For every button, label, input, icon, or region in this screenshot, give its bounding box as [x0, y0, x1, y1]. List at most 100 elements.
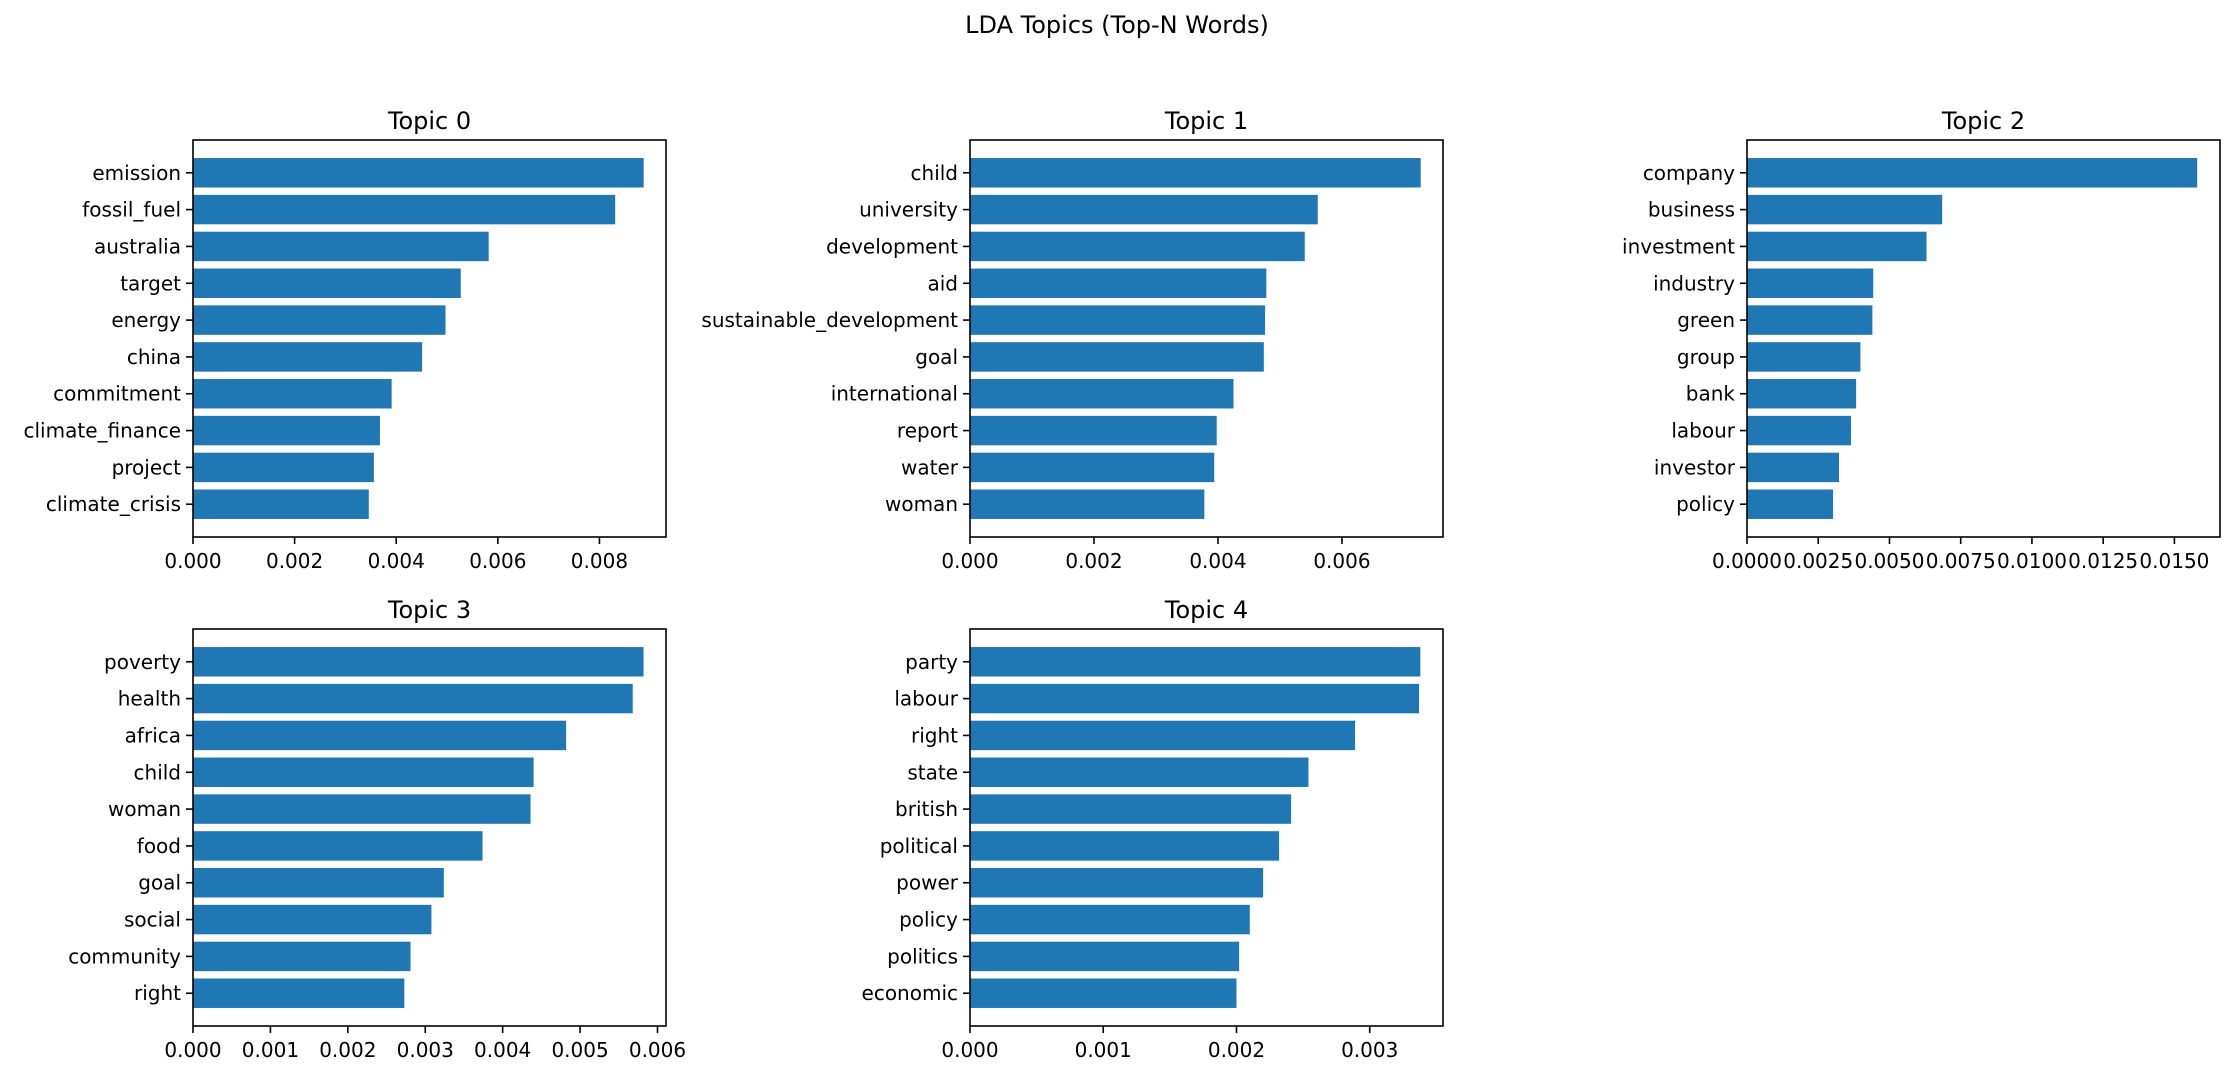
x-tick-label: 0.003: [397, 1038, 454, 1062]
y-tick-label: economic: [862, 981, 958, 1005]
bar-politics: [970, 941, 1240, 972]
x-tick-label: 0.003: [1341, 1038, 1398, 1062]
y-tick-label: sustainable_development: [701, 308, 958, 332]
y-tick-label: political: [880, 834, 958, 858]
y-tick-label: report: [897, 419, 958, 443]
bar-climate-crisis: [193, 489, 369, 519]
bar-business: [1747, 194, 1943, 225]
y-tick-label: development: [826, 234, 958, 258]
bar-policy: [970, 904, 1250, 935]
bar-child: [970, 158, 1421, 188]
bar-energy: [193, 305, 446, 335]
y-tick-label: british: [895, 797, 958, 821]
subplot-title: Topic 4: [1164, 596, 1248, 624]
subplot-title: Topic 2: [1941, 107, 2025, 135]
y-tick-label: policy: [899, 908, 958, 932]
x-tick-label: 0.002: [319, 1038, 376, 1062]
axes-frame: [969, 139, 1444, 538]
y-tick-label: investor: [1654, 455, 1736, 479]
y-tick-label: labour: [1671, 419, 1735, 443]
bar-investor: [1747, 452, 1840, 483]
bar-climate-finance: [193, 415, 380, 446]
x-tick-label: 0.004: [1189, 549, 1246, 573]
subplot-topic-2: company business investment industry green gr…: [1622, 107, 2221, 573]
bar-goal: [193, 868, 444, 898]
y-tick-label: fossil_fuel: [82, 198, 181, 222]
x-tick-label: 0.000: [941, 1038, 998, 1062]
bar-food: [193, 831, 483, 861]
x-tick-label: 0.002: [266, 549, 323, 573]
y-tick-label: community: [68, 944, 181, 968]
y-tick-label: right: [911, 723, 958, 747]
bar-aid: [970, 268, 1267, 298]
y-tick-label: climate_crisis: [46, 492, 181, 516]
y-tick-label: bank: [1686, 382, 1736, 406]
bar-report: [970, 415, 1217, 446]
bar-china: [193, 342, 423, 372]
x-tick-label: 0.0050: [1854, 549, 1924, 573]
subplot-title: Topic 3: [387, 596, 471, 624]
y-tick-label: company: [1643, 161, 1735, 185]
bar-political: [970, 831, 1280, 861]
y-tick-label: child: [134, 760, 181, 784]
bar-project: [193, 452, 374, 483]
y-tick-label: right: [134, 981, 181, 1005]
x-tick-label: 0.0000: [1712, 549, 1782, 573]
bar-british: [970, 794, 1292, 824]
subplot-topic-0: emission fossil_fuel australia target energy…: [24, 107, 667, 573]
x-tick-label: 0.000: [164, 1038, 221, 1062]
x-tick-label: 0.001: [242, 1038, 299, 1062]
subplot-topic-4: party labour right state british political pow…: [862, 596, 1444, 1062]
y-tick-label: university: [859, 198, 958, 222]
bar-group: [1747, 342, 1861, 372]
bar-international: [970, 379, 1234, 409]
y-tick-label: target: [120, 271, 181, 295]
x-tick-label: 0.006: [469, 549, 526, 573]
y-tick-label: power: [896, 871, 959, 895]
x-tick-label: 0.002: [1065, 549, 1122, 573]
bar-community: [193, 941, 411, 972]
bar-woman: [970, 489, 1205, 519]
x-tick-label: 0.004: [368, 549, 425, 573]
y-tick-label: commitment: [53, 382, 181, 406]
x-tick-label: 0.005: [551, 1038, 608, 1062]
y-tick-label: food: [137, 834, 181, 858]
y-tick-label: party: [905, 650, 958, 674]
subplot-topic-3: poverty health africa child woman food goal soc…: [68, 596, 686, 1062]
y-tick-label: green: [1677, 308, 1735, 332]
y-tick-label: goal: [138, 871, 181, 895]
x-tick-label: 0.008: [571, 549, 628, 573]
y-tick-label: policy: [1676, 492, 1735, 516]
bar-economic: [970, 978, 1237, 1008]
x-tick-label: 0.000: [164, 549, 221, 573]
y-tick-label: business: [1648, 198, 1735, 222]
x-tick-label: 0.000: [941, 549, 998, 573]
bar-investment: [1747, 231, 1927, 262]
x-tick-label: 0.001: [1075, 1038, 1132, 1062]
x-tick-label: 0.0125: [2068, 549, 2138, 573]
y-tick-label: australia: [94, 234, 181, 258]
bar-development: [970, 231, 1305, 262]
x-tick-label: 0.0150: [2139, 549, 2209, 573]
bar-labour: [970, 683, 1420, 714]
subplot-title: Topic 1: [1164, 107, 1248, 135]
y-tick-label: africa: [125, 723, 181, 747]
bar-social: [193, 904, 432, 935]
axes-frame: [192, 139, 667, 538]
axes-frame: [192, 628, 667, 1027]
y-tick-label: china: [127, 345, 181, 369]
bar-commitment: [193, 379, 392, 409]
bar-target: [193, 268, 461, 298]
x-tick-label: 0.006: [1313, 549, 1370, 573]
bar-right: [193, 978, 405, 1008]
y-tick-label: aid: [927, 271, 958, 295]
y-tick-label: state: [907, 760, 958, 784]
y-tick-label: child: [911, 161, 958, 185]
y-tick-label: investment: [1622, 234, 1735, 258]
y-tick-label: woman: [108, 797, 181, 821]
y-tick-label: poverty: [104, 650, 181, 674]
bar-industry: [1747, 268, 1874, 298]
bar-party: [970, 647, 1421, 677]
figure-title: LDA Topics (Top-N Words): [965, 11, 1269, 39]
